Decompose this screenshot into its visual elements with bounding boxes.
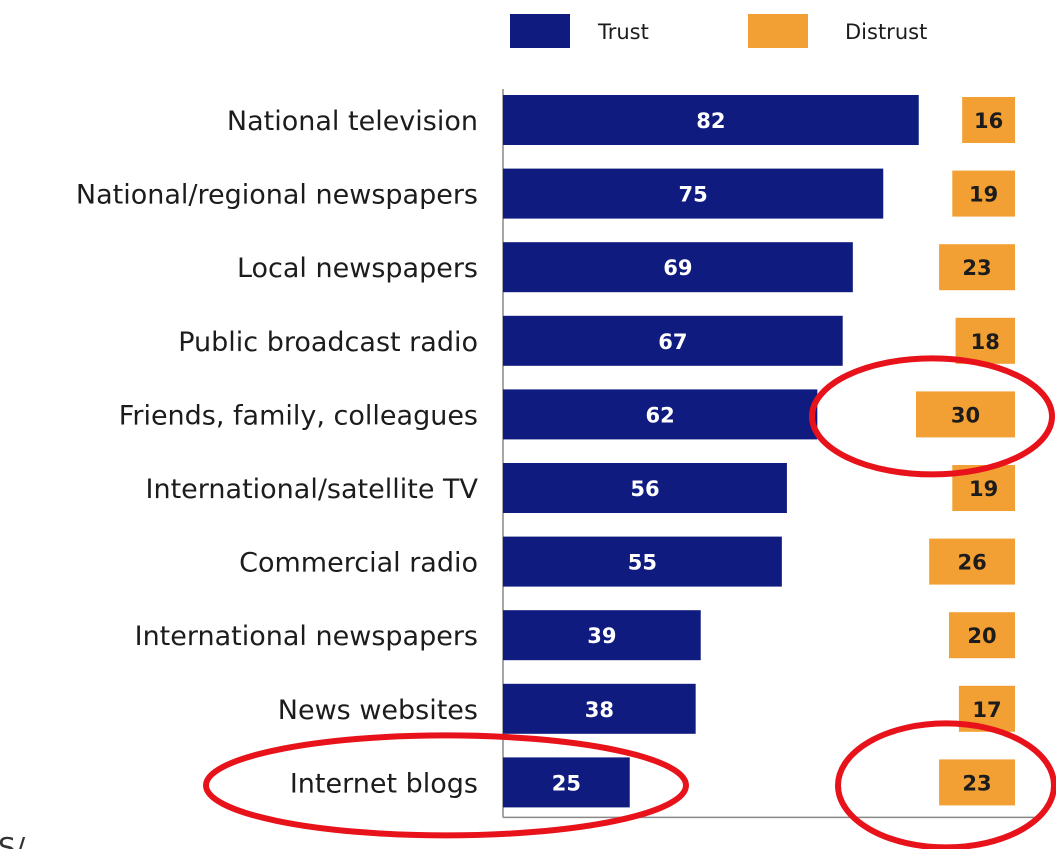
trust-value-label: 56 [630, 477, 659, 501]
category-label: National television [227, 106, 478, 137]
category-label: Commercial radio [239, 548, 478, 579]
trust-value-label: 82 [696, 109, 725, 133]
legend-label-trust: Trust [597, 20, 649, 44]
trust-bar [503, 95, 919, 145]
trust-bar [503, 683, 696, 734]
distrust-bar [949, 612, 1015, 659]
category-label: Local newspapers [237, 253, 478, 284]
trust-value-label: 62 [646, 403, 675, 427]
trust-value-label: 39 [587, 624, 616, 648]
legend-label-distrust: Distrust [845, 20, 927, 44]
distrust-value-label: 23 [962, 256, 991, 280]
distrust-value-label: 19 [969, 183, 998, 207]
footer-text-fragment: S/ [0, 831, 26, 849]
trust-value-label: 38 [585, 698, 614, 722]
trust-value-label: 69 [663, 256, 692, 280]
distrust-value-label: 19 [969, 477, 998, 501]
trust-bar [503, 168, 884, 219]
trust-value-label: 25 [552, 771, 581, 795]
category-label: National/regional newspapers [76, 180, 478, 211]
distrust-bar [955, 317, 1015, 364]
distrust-bar [939, 244, 1015, 291]
category-label: International newspapers [135, 621, 478, 652]
category-label: Internet blogs [290, 768, 478, 799]
trust-bar [503, 610, 701, 661]
annotation-ellipse-blogs-distrust [835, 720, 1056, 849]
trust-bar [503, 463, 787, 513]
trust-value-label: 67 [658, 330, 687, 354]
distrust-value-label: 30 [951, 403, 980, 427]
trust-bar [503, 315, 843, 366]
distrust-value-label: 20 [967, 624, 996, 648]
distrust-bar [916, 391, 1015, 438]
trust-bar [503, 536, 782, 587]
distrust-bar [952, 170, 1015, 217]
category-label: Public broadcast radio [178, 327, 478, 358]
annotation-ellipse-blogs-trust [203, 732, 689, 839]
legend-swatch-trust [510, 14, 570, 48]
trust-bar [503, 242, 853, 293]
annotation-ellipse-friends-distrust [809, 355, 1055, 478]
trust-bar [503, 389, 818, 440]
trust-bar [503, 757, 630, 808]
category-label: Friends, family, colleagues [119, 400, 478, 431]
category-label: International/satellite TV [146, 474, 479, 505]
distrust-value-label: 18 [971, 330, 1000, 354]
distrust-value-label: 16 [974, 109, 1003, 133]
trust-value-label: 55 [628, 551, 657, 575]
legend-swatch-distrust [748, 14, 808, 48]
category-label: News websites [278, 695, 478, 726]
trust-value-label: 75 [679, 183, 708, 207]
distrust-bar [929, 538, 1015, 585]
distrust-value-label: 23 [962, 771, 991, 795]
distrust-bar [939, 759, 1015, 806]
distrust-value-label: 26 [957, 551, 986, 575]
distrust-value-label: 17 [972, 698, 1001, 722]
distrust-bar [962, 97, 1015, 143]
